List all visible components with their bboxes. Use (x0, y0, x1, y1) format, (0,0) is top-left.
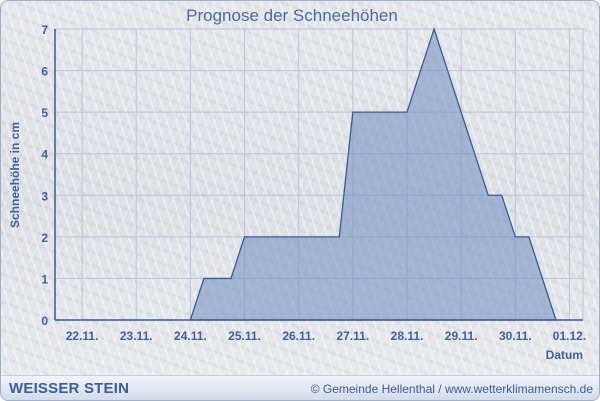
y-tick-label: 1 (41, 272, 48, 286)
y-tick-label: 0 (41, 314, 48, 328)
footer-bar: WEISSER STEIN © Gemeinde Hellenthal / ww… (1, 375, 599, 400)
x-tick-label: 01.12. (553, 329, 586, 343)
y-tick-label: 4 (41, 148, 48, 162)
copyright-link[interactable]: © Gemeinde Hellenthal / www.wetterklimam… (310, 382, 593, 396)
y-tick-label: 3 (41, 189, 48, 203)
x-tick-label: 29.11. (445, 329, 478, 343)
y-axis-label: Schneehöhe in cm (8, 122, 22, 228)
x-tick-label: 30.11. (499, 329, 532, 343)
x-tick-label: 28.11. (391, 329, 424, 343)
y-tick-label: 5 (41, 106, 48, 120)
x-tick-label: 24.11. (174, 329, 207, 343)
y-tick-label: 2 (41, 231, 48, 245)
y-tick-label: 6 (41, 65, 48, 79)
x-tick-label: 25.11. (228, 329, 261, 343)
x-tick-label: 27.11. (336, 329, 369, 343)
axes (54, 28, 583, 321)
brand-name: WEISSER STEIN (9, 380, 130, 397)
snow-area (189, 26, 557, 321)
y-tick-label: 7 (41, 23, 48, 37)
x-tick-label: 26.11. (282, 329, 315, 343)
x-axis-label: Datum (546, 348, 583, 362)
tick-labels: 0 1 2 3 4 5 6 7 22.11. 23.11. 24.11. 25.11. 26.11. 27… (41, 23, 586, 343)
chart-title: Prognose der Schneehöhen (186, 6, 398, 25)
x-tick-label: 22.11. (66, 329, 99, 343)
x-tick-label: 23.11. (120, 329, 153, 343)
